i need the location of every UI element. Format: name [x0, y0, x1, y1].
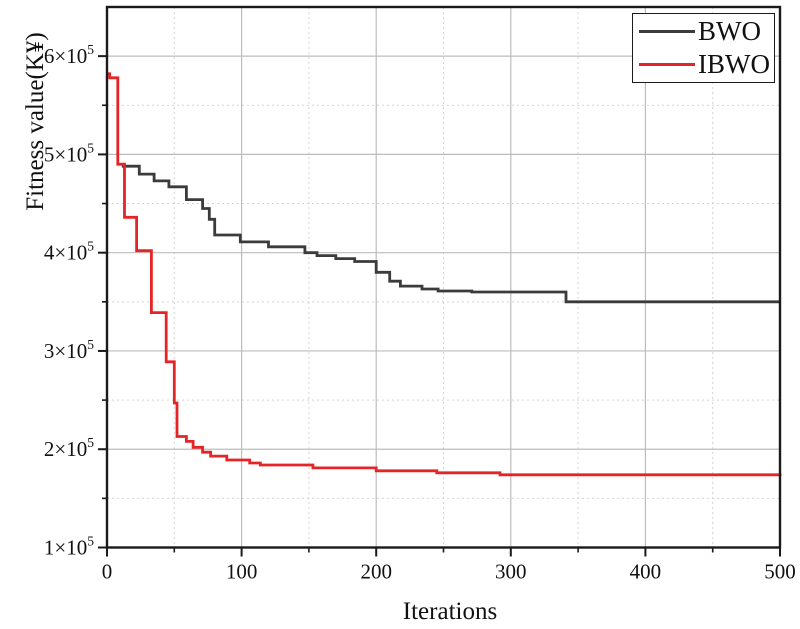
x-axis-title: Iterations — [402, 598, 498, 625]
x-tick-label: 0 — [102, 560, 113, 584]
legend-label-ibwo: IBWO — [698, 49, 770, 80]
x-tick-label: 400 — [630, 560, 662, 584]
y-tick-label: 3×105 — [44, 337, 94, 363]
y-tick-label: 6×105 — [44, 42, 94, 68]
x-tick-label: 300 — [495, 560, 527, 584]
legend-line-ibwo-icon — [639, 63, 695, 67]
legend-entry-bwo: BWO — [633, 15, 774, 48]
legend-line-bwo-icon — [639, 29, 695, 33]
x-tick-label: 100 — [226, 560, 258, 584]
y-axis-title-text: Fitness value(K¥) — [22, 32, 49, 211]
y-tick-label: 1×105 — [44, 534, 94, 560]
y-tick-label: 4×105 — [44, 239, 94, 265]
legend-entry-ibwo: IBWO — [633, 48, 774, 81]
y-tick-label: 5×105 — [44, 140, 94, 166]
x-tick-label: 500 — [764, 560, 796, 584]
legend: BWO IBWO — [632, 13, 775, 83]
y-tick-label: 2×105 — [44, 435, 94, 461]
series-line-ibwo — [107, 72, 782, 477]
series-line-bwo — [121, 164, 780, 304]
x-tick-label: 200 — [360, 560, 392, 584]
legend-label-bwo: BWO — [698, 15, 761, 46]
